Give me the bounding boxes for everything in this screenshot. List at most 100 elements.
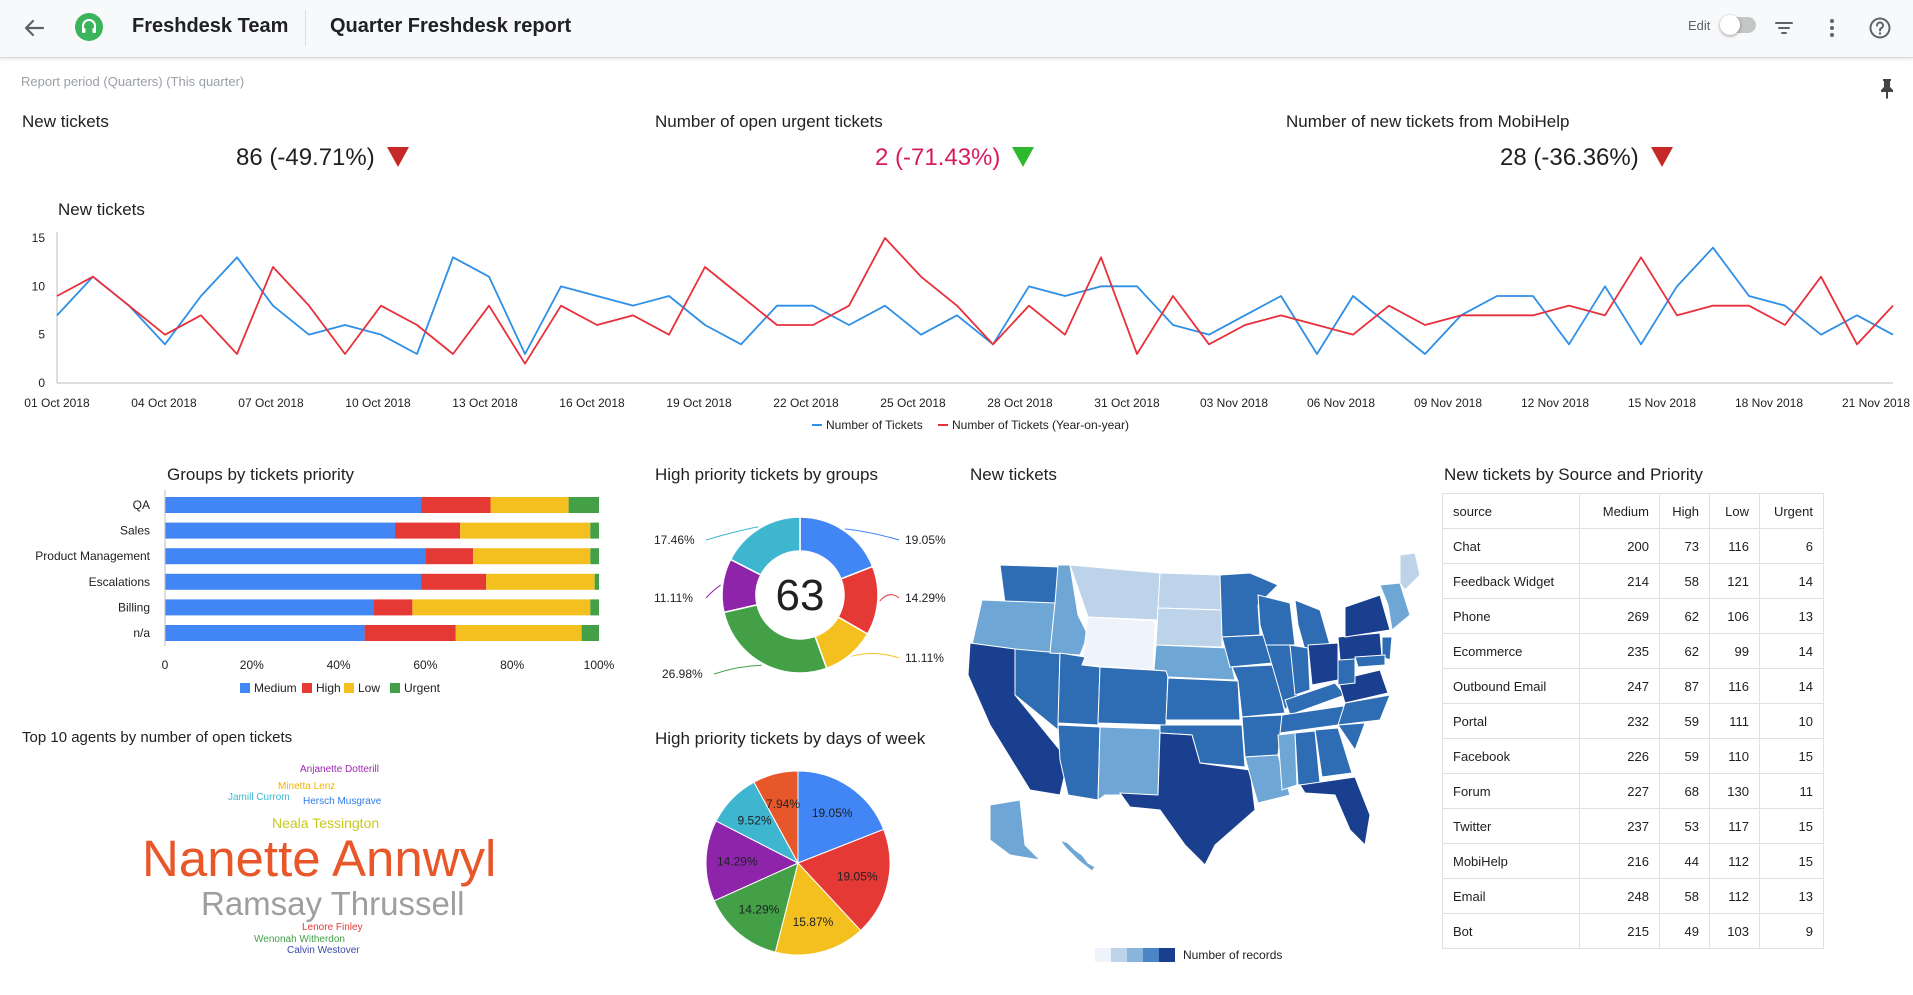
filter-icon[interactable]: [1768, 12, 1800, 44]
table-row: Email 248 58 112 13: [1442, 878, 1824, 914]
table-cell: Forum: [1442, 773, 1580, 809]
table-header-cell[interactable]: Medium: [1579, 493, 1660, 529]
top-bar: Freshdesk Team Quarter Freshdesk report …: [0, 0, 1913, 58]
table-cell: 130: [1709, 773, 1760, 809]
edit-toggle[interactable]: [1720, 15, 1756, 35]
legend-swatch: [390, 683, 400, 693]
donut-slice-label: 19.05%: [905, 533, 946, 547]
map-state-wa: [999, 564, 1061, 606]
pie-slice-label: 15.87%: [793, 915, 834, 929]
y-tick-label: 15: [32, 231, 46, 245]
table-row: Portal 232 59 111 10: [1442, 703, 1824, 739]
title-divider: [305, 10, 306, 46]
bar-segment: [490, 497, 569, 513]
legend-label: High: [316, 681, 341, 695]
report-period: Report period (Quarters) (This quarter): [21, 74, 245, 89]
legend-label: Number of Tickets: [826, 418, 923, 432]
table-row: Bot 215 49 103 9: [1442, 913, 1824, 949]
bar-segment: [421, 573, 487, 590]
high-priority-groups-donut: 19.05% 14.29% 11.11% 26.98% 11.11% 17.46% 63: [654, 516, 946, 681]
line-chart-title: New tickets: [58, 200, 145, 219]
legend-swatch: [302, 683, 312, 693]
pin-icon[interactable]: [1876, 76, 1898, 100]
table-header-cell[interactable]: High: [1659, 493, 1710, 529]
map-state-me: [1399, 552, 1421, 591]
bar-category-label: QA: [133, 498, 150, 512]
map-title: New tickets: [970, 465, 1057, 484]
x-tick-label: 10 Oct 2018: [345, 396, 411, 410]
donut-slice: [799, 516, 874, 580]
bar-segment: [165, 497, 422, 513]
map-state-in: [1289, 644, 1311, 696]
x-tick-label: 06 Nov 2018: [1307, 396, 1375, 410]
map-state-mt: [1069, 564, 1161, 621]
table-cell: 9: [1759, 913, 1824, 949]
map-state-wv: [1337, 656, 1356, 686]
pie-slice: [774, 861, 862, 956]
pie-slice-label: 7.94%: [766, 797, 800, 811]
bar-segment: [395, 522, 461, 539]
map-state-nc: [1337, 694, 1391, 726]
map-state-ar: [1241, 714, 1283, 758]
kpi-urgent-label: Number of open urgent tickets: [655, 112, 883, 131]
days-of-week-pie: 19.05% 19.05% 15.87% 14.29% 14.29% 9.52% 7.94%: [705, 770, 891, 956]
table-cell: Bot: [1442, 913, 1580, 949]
table-row: Feedback Widget 214 58 121 14: [1442, 563, 1824, 599]
x-tick-label: 04 Oct 2018: [131, 396, 197, 410]
more-vert-icon[interactable]: [1816, 12, 1848, 44]
word-cloud-item: Hersch Musgrave: [303, 796, 382, 807]
x-tick-label: 13 Oct 2018: [452, 396, 518, 410]
source-table-title: New tickets by Source and Priority: [1444, 465, 1703, 484]
table-cell: 112: [1709, 878, 1760, 914]
map-state-nj: [1381, 636, 1393, 661]
bar-segment: [590, 522, 599, 539]
table-header-cell[interactable]: Urgent: [1759, 493, 1824, 529]
table-header-cell[interactable]: source: [1442, 493, 1580, 529]
table-cell: 232: [1579, 703, 1660, 739]
x-tick-label: 19 Oct 2018: [666, 396, 732, 410]
table-header-cell[interactable]: Low: [1709, 493, 1760, 529]
kpi-new-tickets-number: 86 (-49.71%): [236, 144, 375, 171]
map-state-ms: [1277, 732, 1298, 791]
table-cell: 116: [1709, 528, 1760, 564]
table-row: Ecommerce 235 62 99 14: [1442, 633, 1824, 669]
table-cell: Feedback Widget: [1442, 563, 1580, 599]
donut-slice-label: 11.11%: [654, 591, 693, 605]
x-tick-label: 18 Nov 2018: [1735, 396, 1803, 410]
table-cell: 73: [1659, 528, 1710, 564]
table-row: Phone 269 62 106 13: [1442, 598, 1824, 634]
pie-slice: [797, 828, 891, 932]
y-tick-label: 0: [38, 376, 45, 390]
donut-label-leader: [705, 526, 759, 541]
bar-segment: [568, 497, 599, 513]
x-tick-label: 03 Nov 2018: [1200, 396, 1268, 410]
bar-x-tick-label: 100%: [584, 658, 615, 672]
back-arrow-icon[interactable]: [18, 12, 50, 44]
us-choropleth-map[interactable]: [960, 545, 1421, 875]
table-cell: 117: [1709, 808, 1760, 844]
map-state-nd: [1157, 572, 1223, 611]
x-tick-label: 25 Oct 2018: [880, 396, 946, 410]
map-state-co: [1097, 666, 1169, 726]
map-state-la: [1244, 754, 1291, 804]
map-legend-swatch: [1127, 948, 1143, 962]
table-cell: 15: [1759, 738, 1824, 774]
donut-slice-label: 17.46%: [654, 533, 695, 547]
table-cell: 44: [1659, 843, 1710, 879]
donut-slice-label: 14.29%: [905, 591, 946, 605]
map-state-oh: [1307, 642, 1339, 686]
table-cell: Facebook: [1442, 738, 1580, 774]
table-cell: 14: [1759, 668, 1824, 704]
help-icon[interactable]: [1864, 12, 1896, 44]
new-tickets-line-chart: 0 5 10 15 01 Oct 2018 04 Oct 2018 07 Oct 2018 1…: [24, 231, 1910, 432]
y-tick-label: 10: [32, 279, 46, 293]
edit-toggle-knob: [1720, 15, 1740, 35]
table-cell: 116: [1709, 668, 1760, 704]
bar-x-tick-label: 0: [162, 658, 169, 672]
kpi-urgent-value: 2 (-71.43%): [875, 144, 1035, 172]
map-legend-swatch: [1111, 948, 1127, 962]
legend-label: Number of Tickets (Year-on-year): [952, 418, 1129, 432]
map-legend-swatch: [1159, 948, 1175, 962]
freshdesk-logo[interactable]: [75, 13, 103, 41]
x-tick-label: 21 Nov 2018: [1842, 396, 1910, 410]
